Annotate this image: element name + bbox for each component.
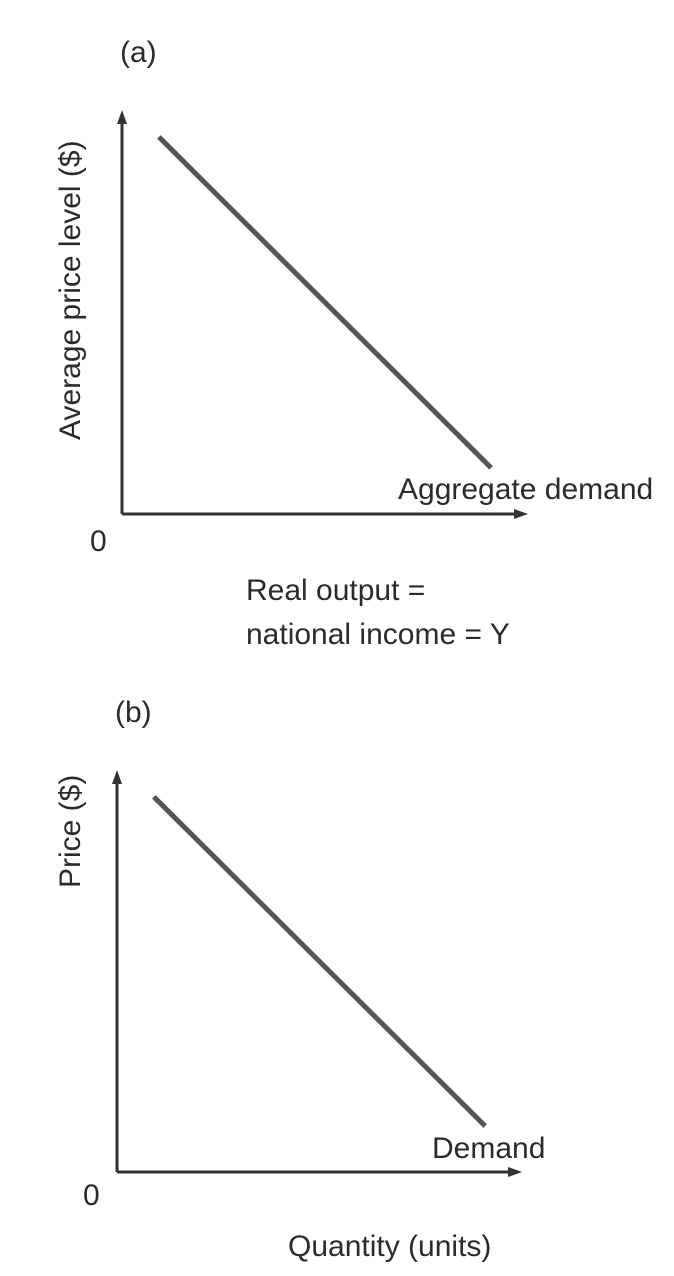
chart-a: (a) Average price level ($) 0 Real outpu… <box>54 36 653 651</box>
demand-line-b <box>152 795 487 1128</box>
origin-label-a: 0 <box>90 525 107 558</box>
series-label-a: Aggregate demand <box>398 473 653 506</box>
plot-area-a: Aggregate demand <box>117 110 653 519</box>
chart-b: (b) Price ($) 0 Quantity (units) Demand <box>54 696 545 1263</box>
panel-label-a: (a) <box>120 36 157 69</box>
x-axis-label-b: Quantity (units) <box>288 1230 491 1263</box>
x-axis-label-a-line1: Real output = <box>246 574 425 607</box>
y-axis-label-a: Average price level ($) <box>54 140 87 440</box>
y-axis-arrow-b <box>112 770 122 784</box>
origin-label-b: 0 <box>83 1179 100 1212</box>
panel-label-b: (b) <box>115 696 152 729</box>
x-axis-label-a-line2: national income = Y <box>246 618 510 651</box>
series-label-b: Demand <box>432 1132 545 1165</box>
demand-line-a <box>157 135 493 470</box>
plot-area-b: Demand <box>112 770 545 1177</box>
x-axis-arrow-b <box>508 1167 522 1177</box>
y-axis-arrow-a <box>117 110 127 124</box>
y-axis-label-b: Price ($) <box>54 775 87 888</box>
x-axis-arrow-a <box>514 509 528 519</box>
